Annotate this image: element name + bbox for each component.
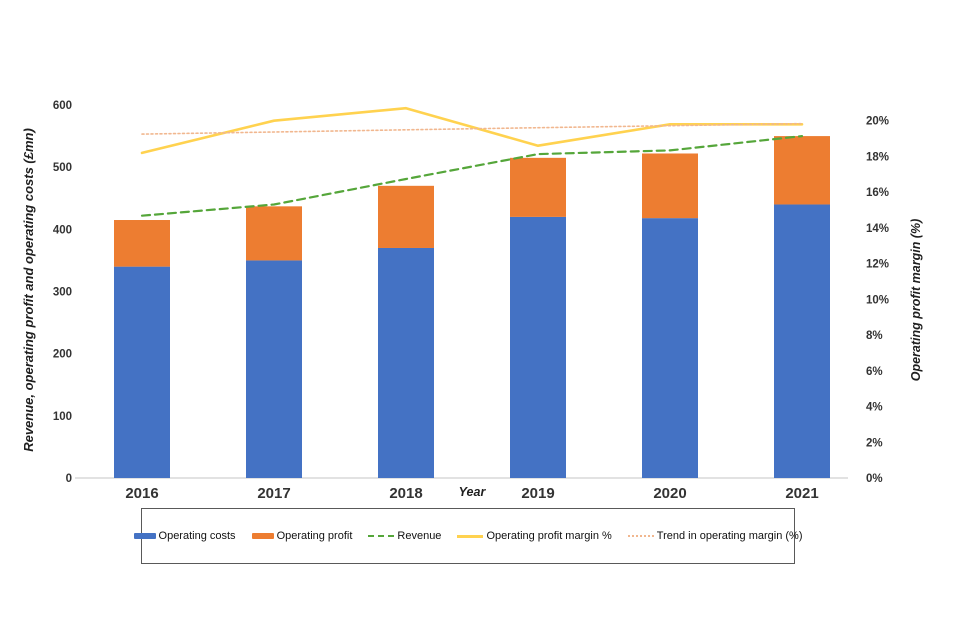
- x-tick-label: 2017: [257, 485, 290, 502]
- legend-swatch-operating-profit: [251, 533, 274, 539]
- trend-in-operating-margin--line: [141, 122, 803, 135]
- y-right-tick-label: 12%: [866, 259, 889, 271]
- legend-item-trend: Trend in operating margin (%): [627, 530, 803, 542]
- legend-swatch-revenue: [368, 535, 395, 537]
- bar-operating-profit: [114, 220, 170, 267]
- y-right-tick-label: 6%: [866, 366, 883, 378]
- legend-swatch-operating-costs: [133, 533, 156, 539]
- y-right-axis-title: Operating profit margin (%): [909, 218, 923, 382]
- y-left-tick-label: 300: [53, 287, 72, 299]
- bar-operating-profit: [510, 157, 566, 217]
- x-tick-label: 2016: [125, 485, 158, 502]
- bar-operating-costs: [642, 218, 698, 479]
- bar-operating-profit: [246, 206, 302, 261]
- y-right-tick-label: 0%: [866, 473, 883, 485]
- legend: Operating costs Operating profit Revenue…: [133, 508, 803, 564]
- revenue-line: [140, 135, 804, 217]
- bar-operating-profit: [642, 153, 698, 219]
- y-right-tick-label: 8%: [866, 330, 883, 342]
- bar-operating-costs: [510, 216, 566, 478]
- legend-item-operating-costs: Operating costs: [133, 530, 236, 542]
- x-axis-title: Year: [458, 485, 486, 499]
- legend-label-trend: Trend in operating margin (%): [656, 530, 803, 542]
- y-right-tick-label: 18%: [866, 151, 889, 163]
- x-tick-label: 2018: [389, 485, 422, 502]
- x-tick-label: 2020: [653, 485, 686, 502]
- y-left-tick-label: 400: [53, 224, 72, 236]
- legend-swatch-trend: [627, 535, 654, 537]
- y-right-tick-label: 20%: [866, 116, 889, 128]
- x-tick-label: 2021: [785, 485, 818, 502]
- bar-operating-profit: [774, 136, 830, 205]
- y-left-tick-label: 0: [66, 473, 72, 485]
- y-left-tick-label: 200: [53, 349, 72, 361]
- bar-operating-profit: [378, 185, 434, 248]
- y-left-tick-label: 600: [53, 100, 72, 112]
- bar-operating-costs: [114, 266, 170, 478]
- y-left-axis-title: Revenue, operating profit and operating …: [21, 128, 36, 452]
- bar-operating-costs: [246, 260, 302, 478]
- y-right-tick-label: 16%: [866, 187, 889, 199]
- bar-operating-costs: [378, 247, 434, 478]
- legend-item-revenue: Revenue: [368, 530, 441, 542]
- legend-label-revenue: Revenue: [397, 530, 442, 542]
- y-right-tick-label: 2%: [866, 437, 883, 449]
- y-left-tick-label: 500: [53, 162, 72, 174]
- bar-operating-costs: [774, 204, 830, 478]
- legend-label-margin: Operating profit margin %: [486, 530, 612, 542]
- operating-profit-margin--line: [140, 106, 804, 155]
- legend-swatch-margin: [457, 534, 484, 538]
- legend-item-margin: Operating profit margin %: [457, 530, 612, 542]
- y-right-tick-label: 10%: [866, 294, 889, 306]
- legend-label-operating-profit: Operating profit: [276, 530, 353, 542]
- legend-item-operating-profit: Operating profit: [251, 530, 353, 542]
- y-right-tick-label: 14%: [866, 223, 889, 235]
- y-right-tick-label: 4%: [866, 402, 883, 414]
- legend-label-operating-costs: Operating costs: [158, 530, 236, 542]
- y-left-tick-label: 100: [53, 411, 72, 423]
- x-tick-label: 2019: [521, 485, 554, 502]
